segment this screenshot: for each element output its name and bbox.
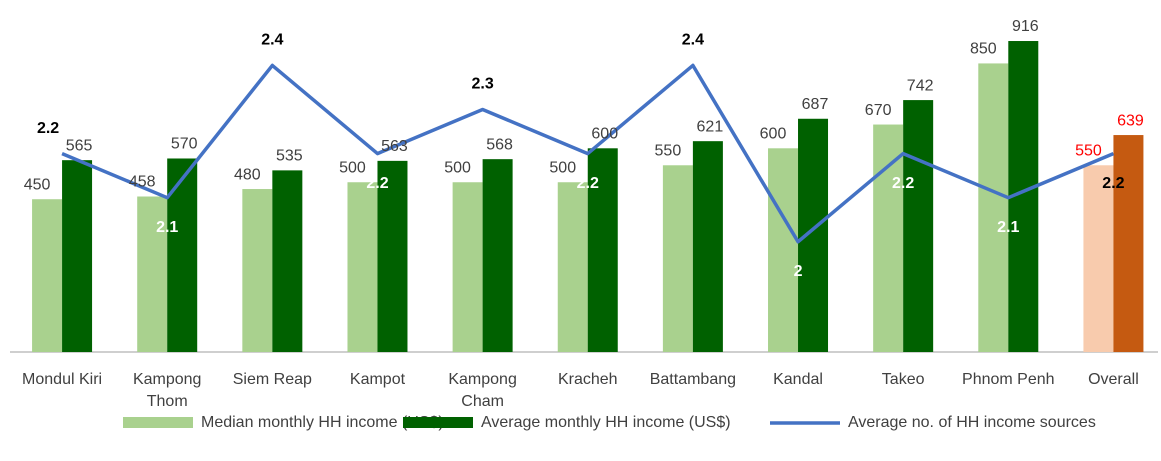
value-label: 600 bbox=[760, 126, 787, 143]
bar bbox=[692, 141, 723, 352]
x-tick-label: Mondul Kiri bbox=[22, 371, 102, 388]
value-label: 621 bbox=[697, 118, 724, 135]
line-value-label: 2.2 bbox=[366, 175, 388, 192]
bar bbox=[557, 182, 588, 352]
bar bbox=[242, 189, 273, 352]
legend-label: Average no. of HH income sources bbox=[848, 414, 1096, 431]
x-tick-label: Overall bbox=[1088, 371, 1139, 388]
value-label: 500 bbox=[339, 159, 366, 176]
legend-label: Median monthly HH income (US$) bbox=[201, 414, 444, 431]
x-tick-label: Battambang bbox=[650, 371, 736, 388]
bar bbox=[137, 196, 168, 352]
bar bbox=[32, 199, 63, 352]
line-value-label: 2.4 bbox=[261, 32, 283, 49]
bar bbox=[272, 170, 303, 352]
value-label: 742 bbox=[907, 77, 934, 94]
line-value-label: 2.4 bbox=[682, 32, 704, 49]
value-label: 450 bbox=[24, 176, 51, 193]
line-value-label: 2.1 bbox=[997, 219, 1019, 236]
line-value-label: 2.2 bbox=[892, 175, 914, 192]
value-label: 500 bbox=[549, 159, 576, 176]
legend-label: Average monthly HH income (US$) bbox=[481, 414, 731, 431]
x-tick-label: Kandal bbox=[773, 371, 823, 388]
line-value-label: 2 bbox=[794, 263, 803, 280]
value-label: 550 bbox=[655, 142, 682, 159]
bar bbox=[1113, 135, 1144, 352]
x-tick-label: Phnom Penh bbox=[962, 371, 1055, 388]
value-label: 916 bbox=[1012, 18, 1039, 35]
bar bbox=[347, 182, 378, 352]
value-label: 687 bbox=[802, 96, 829, 113]
line-value-label: 2.2 bbox=[577, 175, 599, 192]
value-label: 600 bbox=[591, 126, 618, 143]
value-label: 500 bbox=[444, 159, 471, 176]
value-label: 670 bbox=[865, 102, 892, 119]
value-label: 563 bbox=[381, 138, 408, 155]
line-series bbox=[61, 63, 1115, 244]
value-label: 639 bbox=[1117, 112, 1144, 129]
line-value-label: 2.3 bbox=[471, 76, 493, 93]
line-value-label: 2.2 bbox=[1102, 175, 1124, 192]
bar bbox=[662, 165, 693, 352]
bar bbox=[62, 160, 93, 352]
bar bbox=[167, 158, 198, 352]
bar bbox=[377, 160, 408, 352]
value-label: 458 bbox=[129, 174, 156, 191]
bar bbox=[1083, 165, 1114, 352]
bar bbox=[873, 124, 904, 352]
x-tick-label: Takeo bbox=[882, 371, 925, 388]
legend-swatch bbox=[403, 417, 473, 428]
x-tick-label: Kampong Thom bbox=[133, 371, 202, 410]
bar bbox=[903, 100, 934, 352]
value-label: 535 bbox=[276, 148, 303, 165]
x-tick-label: Siem Reap bbox=[233, 371, 312, 388]
value-label: 570 bbox=[171, 136, 198, 153]
value-label: 565 bbox=[66, 137, 93, 154]
bar bbox=[482, 159, 513, 352]
line-value-label: 2.1 bbox=[156, 219, 178, 236]
bar bbox=[452, 182, 483, 352]
bar bbox=[798, 118, 829, 353]
value-label: 550 bbox=[1075, 142, 1102, 159]
x-tick-label: Kampot bbox=[350, 371, 406, 388]
value-label: 850 bbox=[970, 41, 997, 58]
value-label: 480 bbox=[234, 166, 261, 183]
x-tick-label: Kracheh bbox=[558, 371, 618, 388]
x-tick-label: Kampong Cham bbox=[448, 371, 517, 410]
value-label: 568 bbox=[486, 136, 513, 153]
bar bbox=[768, 148, 799, 352]
line-value-label: 2.2 bbox=[37, 120, 59, 137]
bar bbox=[587, 148, 618, 352]
bar bbox=[978, 63, 1009, 353]
legend-swatch bbox=[123, 417, 193, 428]
